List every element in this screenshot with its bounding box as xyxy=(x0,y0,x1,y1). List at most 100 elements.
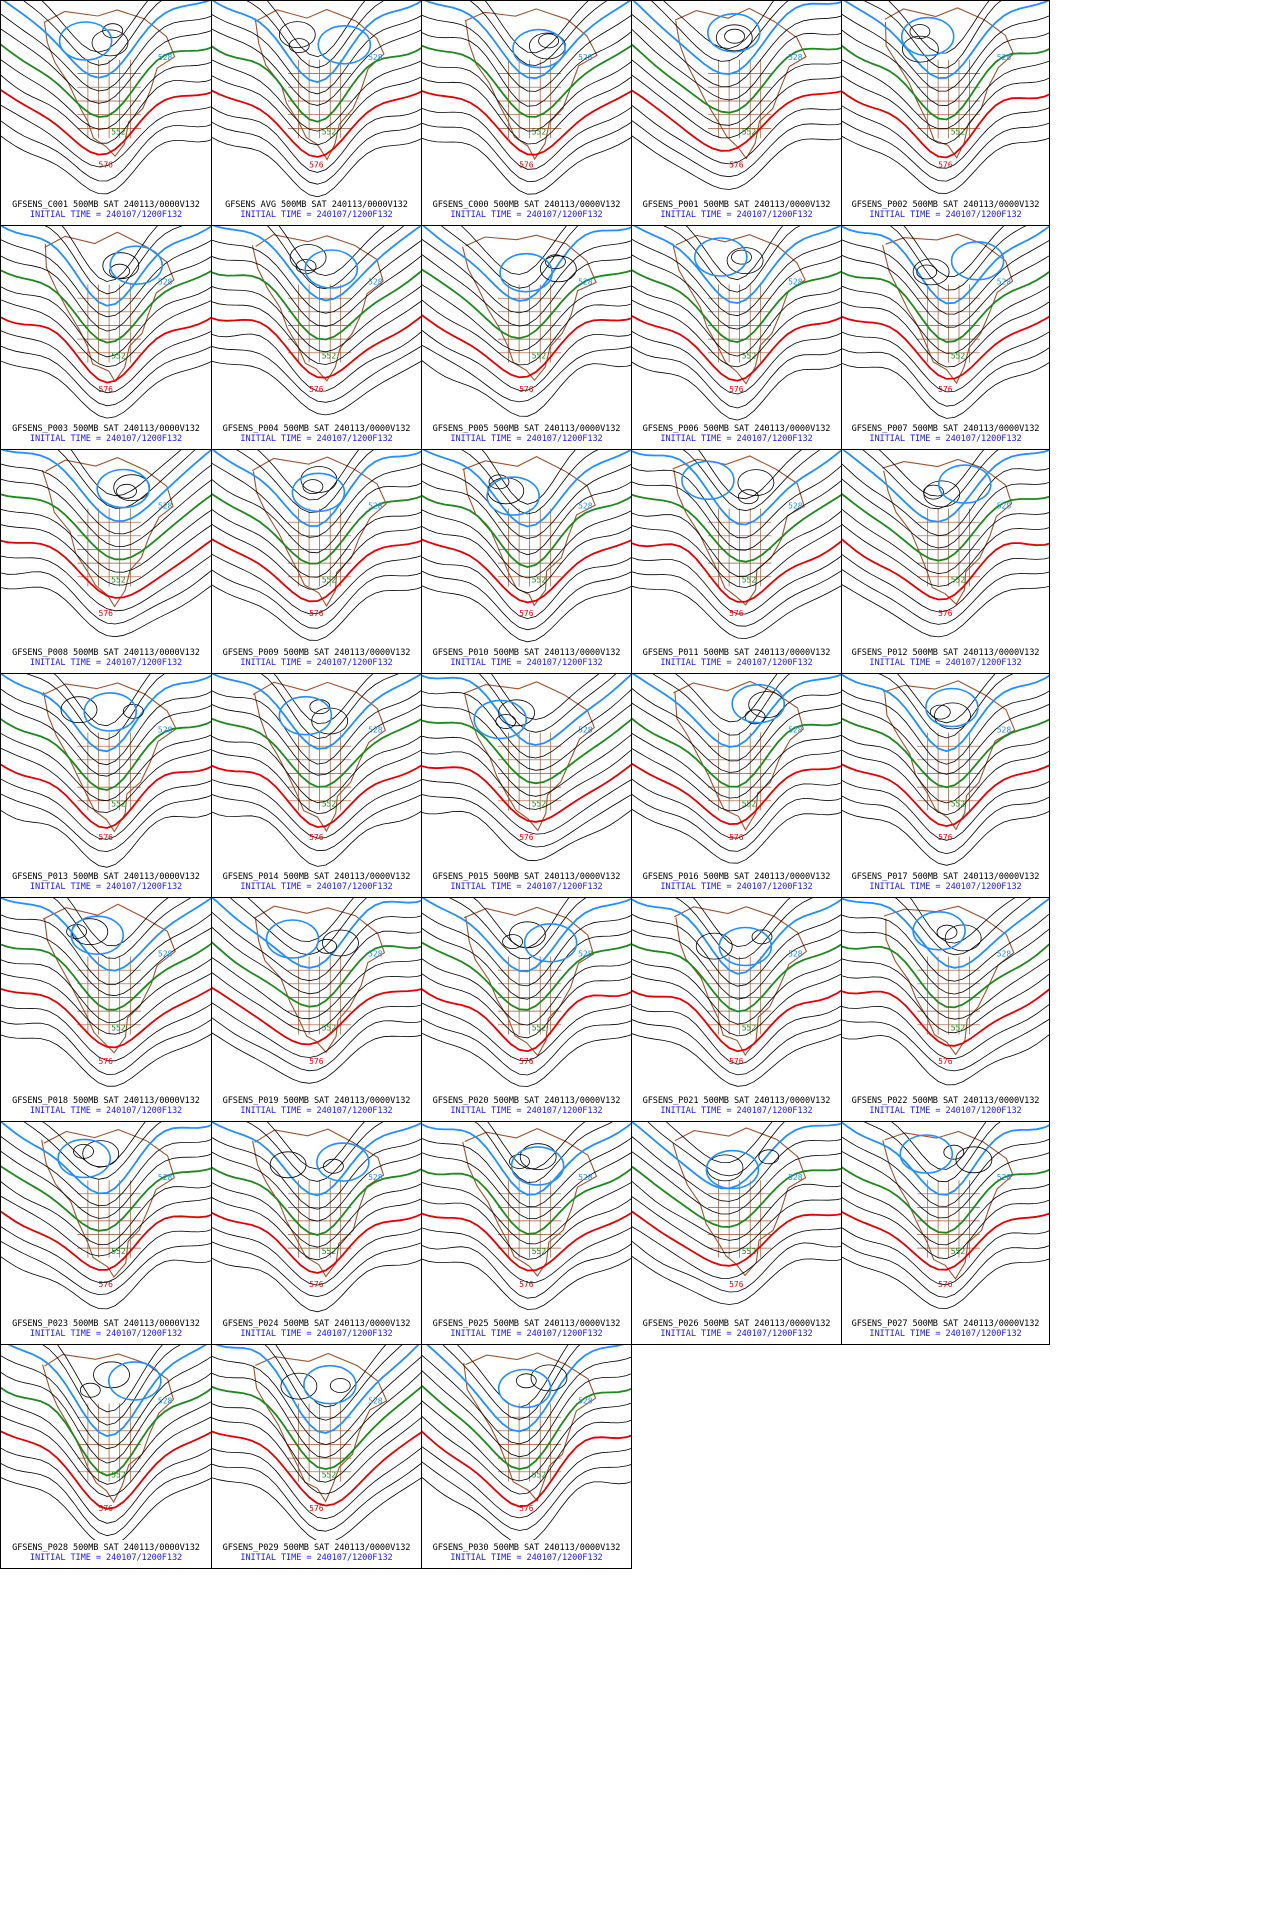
state-boundaries xyxy=(77,1180,141,1258)
coastline-outline xyxy=(41,1129,175,1279)
contour-line xyxy=(264,1345,403,1421)
contour-line xyxy=(422,689,631,759)
contour-line xyxy=(422,509,631,579)
state-boundaries xyxy=(287,508,352,587)
contour-line-highlight xyxy=(212,1211,421,1274)
contour-line xyxy=(1,28,211,104)
contour-line xyxy=(863,1122,1001,1183)
map-panel-p028: 528 552 576 GFSENS_P028 500MB SAT 240113/00… xyxy=(0,1344,212,1569)
coastline-outline xyxy=(464,8,598,161)
state-boundaries xyxy=(77,1403,141,1482)
coastline-outline xyxy=(253,1352,388,1503)
coastline-outline xyxy=(43,9,176,157)
contour-line xyxy=(632,1240,841,1293)
coastline-outline xyxy=(44,231,175,383)
contour-line xyxy=(212,1477,421,1540)
contour-line xyxy=(422,1257,631,1310)
contour-value-label: 576 xyxy=(729,1280,744,1289)
contour-value-label: 528 xyxy=(788,278,803,287)
contour-line xyxy=(1,360,211,419)
contour-line xyxy=(842,958,1049,1020)
contour-line xyxy=(632,688,841,762)
closed-low-contour xyxy=(538,33,559,49)
contour-line xyxy=(1,1181,211,1246)
contour-line xyxy=(632,958,841,1025)
coastline-outline xyxy=(672,1127,807,1277)
contour-line xyxy=(212,1032,421,1084)
contour-line xyxy=(632,1226,841,1279)
contour-line-highlight xyxy=(422,44,631,118)
contour-line xyxy=(422,1243,631,1299)
panel-init-time: INITIAL TIME = 240107/1200F132 xyxy=(240,210,393,220)
contour-line-highlight xyxy=(632,315,841,382)
panel-init-time: INITIAL TIME = 240107/1200F132 xyxy=(450,210,603,220)
contour-line xyxy=(1,747,211,813)
contour-line xyxy=(1,778,211,840)
contour-line-highlight xyxy=(1,718,211,791)
contour-line xyxy=(1,688,211,766)
contour-line xyxy=(663,1,774,49)
contour-value-label: 552 xyxy=(322,800,337,809)
contour-line-highlight xyxy=(632,540,841,603)
map-panel-p011: 528 552 576 GFSENS_P011 500MB SAT 240113/00… xyxy=(631,449,842,674)
contour-line-highlight xyxy=(632,674,841,748)
closed-low-contour xyxy=(278,21,316,48)
contour-line-highlight xyxy=(212,315,421,379)
contour-line xyxy=(236,450,374,513)
closed-low-contour xyxy=(473,699,527,740)
contour-value-label: 552 xyxy=(532,576,547,585)
closed-low-contour xyxy=(91,29,129,57)
contour-line xyxy=(422,1370,631,1458)
contour-line xyxy=(891,1122,987,1170)
contour-line xyxy=(632,973,841,1037)
map-panel-p030: 528 552 576 GFSENS_P030 500MB SAT 240113/00… xyxy=(421,1344,632,1569)
contour-line-highlight xyxy=(1,674,211,753)
contour-value-label: 576 xyxy=(519,1280,534,1289)
state-boundaries xyxy=(497,508,562,587)
contour-line xyxy=(212,1447,421,1520)
contour-line xyxy=(422,344,631,403)
contour-line xyxy=(422,76,631,145)
contour-line-highlight xyxy=(632,493,841,563)
contour-line xyxy=(1,1195,211,1257)
contour-line xyxy=(842,703,1049,775)
contour-value-label: 552 xyxy=(322,352,337,361)
contour-line xyxy=(632,465,841,539)
contour-line xyxy=(212,59,421,132)
contour-line xyxy=(1,1447,211,1524)
contour-line xyxy=(422,14,631,92)
contour-value-label: 576 xyxy=(99,1280,114,1289)
contour-line xyxy=(212,479,421,554)
closed-low-contour xyxy=(300,466,338,493)
contour-line-highlight xyxy=(422,314,631,379)
contour-line-highlight xyxy=(422,1122,631,1196)
contour-value-label: 576 xyxy=(519,161,534,170)
closed-low-contour xyxy=(60,696,98,724)
contour-line-highlight xyxy=(1,493,211,561)
contour-line xyxy=(842,1004,1049,1060)
state-boundaries xyxy=(77,284,141,363)
contour-line xyxy=(212,811,421,867)
contour-value-label: 552 xyxy=(742,576,757,585)
contour-line xyxy=(693,898,791,948)
contour-line xyxy=(1,1463,211,1537)
contour-value-label: 576 xyxy=(729,609,744,618)
closed-low-contour xyxy=(93,1361,130,1389)
panel-init-time: INITIAL TIME = 240107/1200F132 xyxy=(450,882,603,892)
contour-line xyxy=(878,674,1014,739)
contour-line xyxy=(422,704,631,771)
closed-low-contour xyxy=(109,245,163,286)
map-panel-p027: 528 552 576 GFSENS_P027 500MB SAT 240113/00… xyxy=(841,1121,1050,1345)
contour-value-label: 576 xyxy=(99,161,114,170)
panel-title: GFSENS_P012 500MB SAT 240113/0000V132 xyxy=(851,648,1040,658)
contour-line-highlight xyxy=(842,450,1049,523)
closed-low-contour xyxy=(938,464,992,504)
contour-line xyxy=(26,674,165,740)
height-contour-map: 528 552 576 xyxy=(422,226,631,417)
contour-line xyxy=(422,1446,631,1519)
contour-value-label: 552 xyxy=(322,127,337,136)
contour-line xyxy=(632,929,841,1000)
map-panel-c000: 528 552 576 GFSENS_C000 500MB SAT 240113/00… xyxy=(421,0,632,226)
contour-value-label: 576 xyxy=(99,385,114,394)
